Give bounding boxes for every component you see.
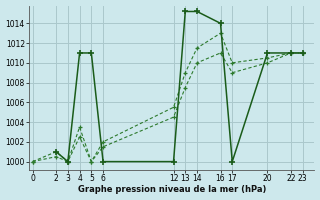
X-axis label: Graphe pression niveau de la mer (hPa): Graphe pression niveau de la mer (hPa)	[77, 185, 266, 194]
